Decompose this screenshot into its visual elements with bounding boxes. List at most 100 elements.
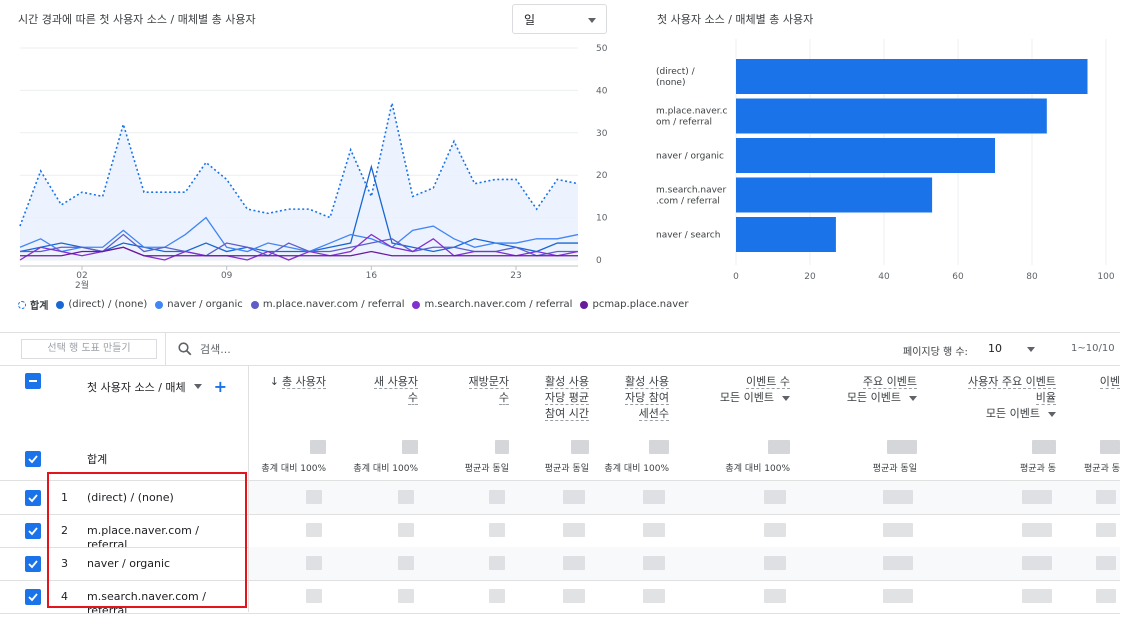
total-value [1100, 440, 1120, 454]
column-header[interactable]: ↓ 총 사용자 [270, 374, 326, 390]
row-metric-value [306, 523, 322, 537]
category-label: m.search.naver [656, 186, 726, 196]
column-header-label: 재방문자 [468, 375, 509, 389]
legend-label: 합계 [30, 301, 49, 312]
select-all-checkbox[interactable] [25, 373, 41, 389]
granularity-dropdown[interactable]: 일 [512, 4, 607, 34]
total-row-checkbox[interactable] [25, 451, 41, 467]
row-checkbox[interactable] [25, 556, 41, 572]
column-header[interactable]: 주요 이벤트 모든 이벤트 [847, 374, 917, 406]
total-value [402, 440, 418, 454]
column-header[interactable]: 이벤 [1099, 374, 1120, 390]
baseline-text: 평균과 동일 [872, 464, 917, 474]
legend-item[interactable]: pcmap.place.naver [580, 299, 688, 310]
column-header-label: 사용자 주요 이벤트 [968, 375, 1056, 389]
row-index: 1 [61, 491, 68, 504]
column-header-label: 세션수 [638, 407, 669, 421]
x-tick-label: 60 [952, 272, 964, 282]
row-metric-value [1096, 523, 1116, 537]
column-header[interactable]: 사용자 주요 이벤트 비율 모든 이벤트 [968, 374, 1056, 422]
column-header[interactable]: 활성 사용 자당 참여 세션수 [625, 374, 669, 422]
row-index: 4 [61, 590, 68, 603]
column-header-label: 수 [498, 391, 509, 405]
row-checkbox[interactable] [25, 523, 41, 539]
x-tick-label: 40 [878, 272, 890, 282]
row-metric-value [398, 523, 414, 537]
row-metric-value [1022, 556, 1052, 570]
legend-dot-icon [250, 300, 259, 309]
column-header-label: 새 사용자 [374, 375, 418, 389]
search-icon [178, 342, 192, 356]
total-value [649, 440, 669, 454]
column-filter-label[interactable]: 모든 이벤트 [719, 391, 774, 404]
column-filter-label[interactable]: 모든 이벤트 [846, 391, 901, 404]
row-metric-value [764, 589, 786, 603]
bar [736, 177, 933, 213]
create-chart-button[interactable]: 선택 행 도표 만들기 [21, 339, 157, 359]
caret-down-icon[interactable] [782, 395, 790, 401]
column-header-label: 총 사용자 [282, 375, 326, 389]
baseline-text: 총계 대비 100% [604, 464, 669, 474]
series-line-1 [19, 164, 578, 253]
legend-item[interactable]: m.place.naver.com / referral [250, 299, 405, 310]
total-value [310, 440, 326, 454]
legend-item[interactable]: m.search.naver.com / referral [412, 299, 572, 310]
granularity-value: 일 [524, 13, 536, 27]
legend-label: pcmap.place.naver [592, 299, 689, 310]
legend-label: (direct) / (none) [68, 299, 148, 310]
total-row-label: 합계 [87, 453, 108, 466]
dimension-header-label: 첫 사용자 소스 / 매체 [87, 380, 186, 394]
row-metric-value [398, 556, 414, 570]
bar [736, 138, 995, 173]
rows-per-page-select[interactable]: 10 [988, 342, 1002, 355]
x-tick-label: 20 [804, 272, 816, 282]
row-dimension-value[interactable]: naver / organic [87, 557, 171, 570]
legend-item[interactable]: 합계 [18, 297, 48, 312]
baseline-text: 평균과 동일 [464, 464, 509, 474]
row-metric-value [563, 589, 585, 603]
column-header-label: 활성 사용 [625, 375, 669, 389]
row-index: 2 [61, 524, 68, 537]
dimension-header[interactable]: 첫 사용자 소스 / 매체 + [87, 377, 227, 396]
row-checkbox[interactable] [25, 490, 41, 506]
row-dimension-value[interactable]: (direct) / (none) [87, 491, 174, 504]
legend-item[interactable]: naver / organic [155, 299, 243, 310]
total-value [495, 440, 509, 454]
x-tick-label: 02 [76, 271, 87, 281]
row-metric-value [1022, 523, 1052, 537]
caret-down-icon[interactable] [1048, 411, 1056, 417]
legend-dot-icon [580, 300, 589, 309]
column-filter-label[interactable]: 모든 이벤트 [985, 407, 1040, 420]
bar [736, 98, 1047, 134]
legend-dot-icon [18, 300, 26, 309]
column-header[interactable]: 새 사용자 수 [374, 374, 418, 406]
column-header[interactable]: 활성 사용 자당 평균 참여 시간 [545, 374, 589, 422]
baseline-text: 총계 대비 100% [725, 464, 790, 474]
legend-item[interactable]: (direct) / (none) [56, 299, 147, 310]
row-metric-value [643, 589, 665, 603]
y-tick-label: 10 [596, 214, 608, 224]
x-tick-label: 16 [366, 271, 378, 281]
column-header-label: 이벤트 수 [746, 375, 790, 389]
baseline-text: 총계 대비 100% [353, 464, 418, 474]
row-metric-value [306, 490, 322, 504]
row-checkbox[interactable] [25, 589, 41, 605]
caret-down-icon[interactable] [909, 395, 917, 401]
row-metric-value [489, 490, 505, 504]
row-metric-value [306, 589, 322, 603]
row-metric-value [1022, 589, 1052, 603]
series-line-2 [19, 216, 579, 253]
legend-label: m.place.naver.com / referral [262, 299, 405, 310]
row-metric-value [643, 556, 665, 570]
row-metric-value [1096, 589, 1116, 603]
row-metric-value [643, 490, 665, 504]
add-dimension-icon[interactable]: + [213, 377, 228, 396]
chevron-down-icon[interactable] [1027, 347, 1035, 352]
search-input[interactable]: 검색... [200, 343, 231, 356]
row-metric-value [764, 490, 786, 504]
row-metric-value [489, 523, 505, 537]
legend-dot-icon [412, 300, 421, 309]
table-search[interactable]: 검색... [178, 341, 231, 357]
